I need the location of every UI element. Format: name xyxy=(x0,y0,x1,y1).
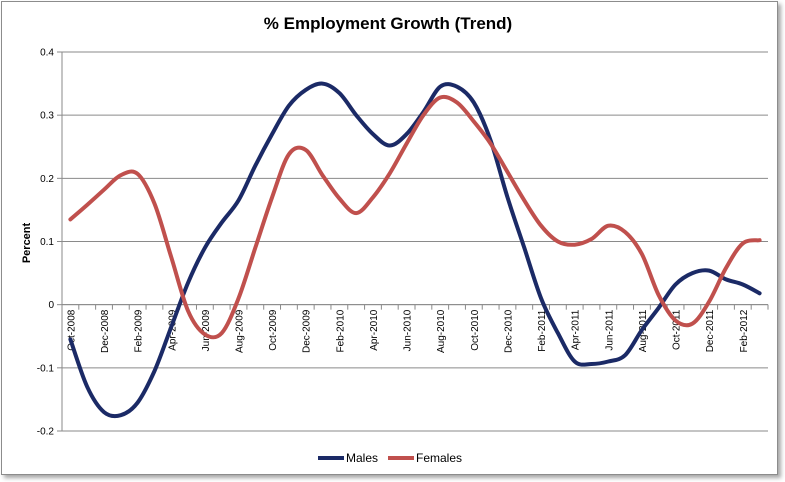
x-tick-label: Feb-2009 xyxy=(134,309,145,352)
chart-frame xyxy=(1,1,778,475)
x-tick-label: Dec-2009 xyxy=(302,309,313,353)
legend: Males Females xyxy=(318,451,462,465)
y-axis-label: Percent xyxy=(21,222,33,263)
x-tick-label: Jun-2011 xyxy=(604,309,615,350)
x-tick-label: Apr-2010 xyxy=(369,309,380,351)
x-tick-label: Aug-2009 xyxy=(235,309,246,353)
y-tick-label: 0.1 xyxy=(40,237,54,248)
x-tick-label: Feb-2012 xyxy=(739,309,750,352)
y-tick-label: 0.3 xyxy=(40,111,54,122)
x-tick-label: Oct-2010 xyxy=(470,309,481,351)
x-tick-label: Aug-2010 xyxy=(436,309,447,353)
legend-label-females: Females xyxy=(416,451,462,465)
x-tick-label: Oct-2011 xyxy=(672,309,683,350)
x-tick-label: Dec-2008 xyxy=(100,309,111,353)
y-tick-label: -0.1 xyxy=(37,363,55,374)
series-lines xyxy=(68,81,762,419)
y-tick-labels: -0.2 -0.1 0 0.1 0.2 0.3 0.4 xyxy=(37,48,62,438)
x-tick-label: Dec-2010 xyxy=(503,309,514,353)
y-tick-label: 0 xyxy=(48,300,54,311)
x-tick-label: Apr-2009 xyxy=(167,309,178,351)
x-axis: Oct-2008 Dec-2008 Feb-2009 Apr-2009 Jun-2009… xyxy=(61,304,769,353)
series-line-females xyxy=(68,94,762,340)
x-tick-label: Oct-2009 xyxy=(268,309,279,351)
series-line-males xyxy=(68,81,762,419)
x-tick-label: Jun-2009 xyxy=(201,309,212,351)
x-tick-label: Feb-2011 xyxy=(537,309,548,352)
y-tick-label: -0.2 xyxy=(37,427,55,438)
x-tick-label: Apr-2011 xyxy=(571,309,582,350)
chart-title: % Employment Growth (Trend) xyxy=(264,14,512,33)
legend-label-males: Males xyxy=(346,451,378,465)
x-tick-label: Dec-2011 xyxy=(705,309,716,352)
x-tick-label: Feb-2010 xyxy=(335,309,346,352)
y-tick-label: 0.4 xyxy=(40,48,54,59)
gridlines xyxy=(61,51,768,432)
x-tick-label: Jun-2010 xyxy=(403,309,414,351)
x-tick-label: Oct-2008 xyxy=(66,309,77,351)
y-tick-label: 0.2 xyxy=(40,174,54,185)
